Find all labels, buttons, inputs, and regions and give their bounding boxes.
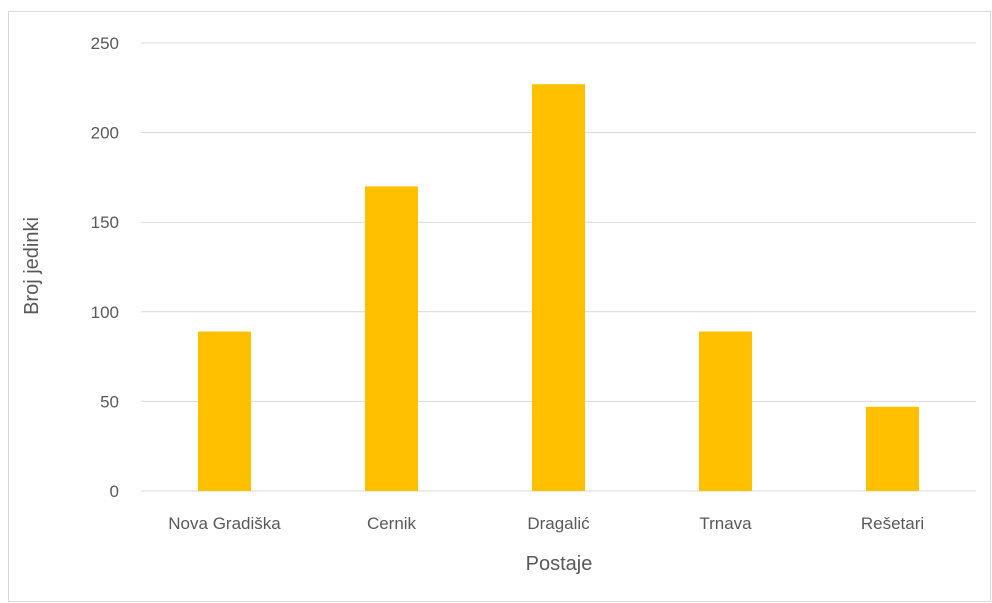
bar	[866, 406, 919, 491]
x-tick-label: Dragalić	[527, 514, 590, 533]
y-tick-label: 150	[91, 213, 119, 232]
x-axis-title: Postaje	[526, 553, 593, 575]
y-tick-label: 0	[110, 482, 119, 501]
bar	[365, 186, 418, 492]
y-tick-label: 200	[91, 124, 119, 143]
bar	[532, 84, 585, 491]
x-tick-label: Nova Gradiška	[168, 514, 281, 533]
y-tick-label: 100	[91, 303, 119, 322]
bar	[699, 331, 752, 491]
x-tick-label: Rešetari	[861, 514, 924, 533]
bars	[198, 84, 919, 492]
x-tick-label: Cernik	[367, 514, 417, 533]
y-tick-labels: 0 50 100 150 200 250	[91, 34, 119, 501]
y-tick-label: 50	[100, 392, 119, 411]
bar	[198, 331, 251, 491]
y-axis-title: Broj jedinki	[21, 217, 43, 315]
y-tick-label: 250	[91, 34, 119, 53]
x-tick-labels: Nova Gradiška Cernik Dragalić Trnava Rešetar…	[168, 514, 924, 533]
chart-frame	[8, 11, 991, 602]
x-tick-label: Trnava	[699, 514, 752, 533]
